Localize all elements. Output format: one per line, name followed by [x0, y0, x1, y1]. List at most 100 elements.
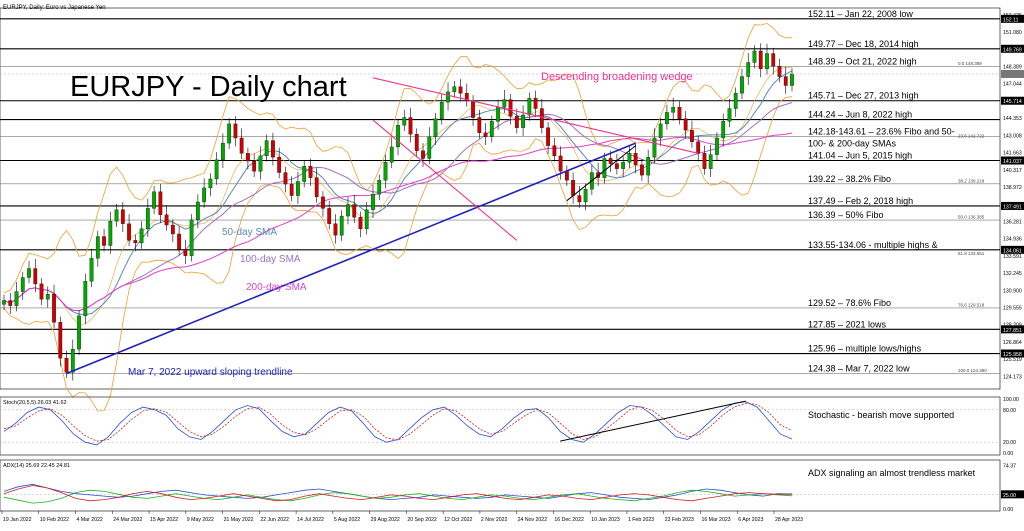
candle-body: [152, 191, 156, 209]
axis-price-box: [1001, 325, 1024, 334]
level-label: 137.49 – Feb 2, 2018 high: [808, 196, 913, 206]
candle-body: [633, 153, 638, 166]
level-label: 100- & 200-day SMAs: [808, 139, 897, 149]
candle-body: [77, 315, 81, 350]
candle-body: [752, 50, 757, 63]
candle-body: [783, 76, 788, 86]
candle-body: [221, 142, 225, 160]
candle-body: [765, 53, 769, 70]
candle-body: [608, 158, 613, 164]
stoch-title: Stoch(20,5,5) 26.03 41.62: [3, 400, 67, 406]
x-tick-label: 20 Sep 2022: [407, 517, 437, 523]
y-tick-label: 126.864: [1003, 340, 1022, 346]
stoch-y-tick: 20.00: [1003, 440, 1016, 446]
candle-body: [508, 99, 513, 117]
candle-body: [133, 240, 138, 244]
y-tick-label: 136.281: [1003, 219, 1022, 225]
candle-body: [246, 153, 250, 162]
candle-body: [371, 194, 375, 210]
x-tick-label: 19 Jan 2022: [3, 517, 32, 523]
x-tick-label: 24 Mar 2022: [113, 517, 142, 523]
x-axis: 19 Jan 2022 10 Feb 2022 4 Mar 2022 24 Mar 2…: [1, 511, 803, 523]
candle-body: [483, 132, 488, 137]
stochastic-pane: Stoch(20,5,5) 26.03 41.62 Stochastic - be…: [0, 396, 1019, 457]
candle-body: [321, 196, 325, 209]
axis-price-box-label: 141.037: [1003, 159, 1022, 165]
candle-body: [114, 209, 119, 222]
candle-body: [252, 160, 257, 172]
candle-body: [602, 158, 607, 178]
candle-body: [733, 93, 738, 109]
candle-body: [45, 293, 50, 300]
x-tick-label: 28 Apr 2023: [775, 517, 803, 523]
candle-body: [539, 108, 544, 128]
candle-body: [158, 191, 163, 215]
axis-price-box: [1001, 245, 1024, 254]
sma200-annotation: 200-day SMA: [246, 282, 307, 293]
candle-body: [571, 180, 575, 196]
axis-price-box-label: 127.851: [1003, 328, 1022, 334]
adx-title: ADX(14) 25.69 22.45 24.81: [3, 463, 70, 469]
candle-body: [89, 258, 94, 282]
candle-body: [327, 208, 332, 224]
fibo-tag: 61.8 133.551: [958, 251, 985, 256]
adx-axis-box-label: 25.00: [1003, 493, 1016, 499]
x-tick-label: 23 Feb 2023: [665, 517, 694, 523]
level-label: 142.18-143.61 – 23.6% Fibo and 50-: [808, 127, 955, 137]
candle-body: [352, 204, 357, 218]
candle-body: [640, 164, 644, 176]
candle-body: [790, 73, 794, 86]
candle-body: [183, 249, 188, 256]
candle-body: [446, 91, 450, 103]
trendline-upward: [66, 142, 636, 375]
axis-price-box-label: 149.769: [1003, 47, 1022, 53]
candle-body: [358, 217, 363, 230]
sma-100-line: [3, 102, 793, 312]
candle-body: [646, 157, 651, 176]
candle-body: [127, 223, 131, 241]
candle-body: [452, 86, 457, 93]
sma100-annotation: 100-day SMA: [240, 254, 301, 265]
x-tick-label: 9 May 2022: [187, 517, 214, 523]
candle-body: [715, 137, 719, 155]
candle-body: [289, 183, 294, 196]
x-tick-label: 14 Jul 2022: [297, 517, 324, 523]
adx-pane-border: [0, 459, 1001, 512]
axis-price-box-label: 152.11: [1003, 17, 1019, 23]
candle-body: [164, 214, 169, 226]
y-tick-label: 138.972: [1003, 185, 1022, 191]
y-tick-label: 124.173: [1003, 374, 1022, 380]
candle-body: [233, 123, 238, 139]
candle-body: [258, 155, 263, 172]
candle-body: [690, 130, 694, 142]
y-tick-label: 133.591: [1003, 254, 1022, 260]
candle-body: [546, 127, 550, 146]
y-tick-label: 129.555: [1003, 306, 1022, 312]
candle-body: [408, 117, 413, 135]
candle-body: [108, 221, 113, 246]
axis-price-box: [1001, 156, 1024, 165]
level-label: 149.77 – Dec 18, 2014 high: [808, 39, 919, 49]
x-tick-label: 1 Feb 2023: [628, 517, 654, 523]
price-pane: 152.425151.080149.735148.389147.044145.6…: [0, 7, 1024, 412]
axis-price-box: [1001, 349, 1024, 358]
axis-price-box-label: 125.958: [1003, 352, 1022, 358]
candle-body: [33, 268, 38, 285]
candle-body: [489, 121, 494, 137]
fibo-tag: 38.2 139.218: [958, 178, 985, 183]
candle-body: [471, 100, 475, 118]
x-tick-label: 2 Nov 2022: [481, 517, 508, 523]
candle-body: [8, 300, 13, 306]
x-tick-label: 10 Feb 2022: [40, 517, 69, 523]
x-tick-label: 12 Oct 2022: [444, 517, 472, 523]
x-tick-label: 10 Jan 2023: [591, 517, 620, 523]
sma50-annotation: 50-day SMA: [222, 227, 277, 238]
candle-body: [271, 140, 275, 158]
axis-price-box-label: 137.491: [1003, 204, 1022, 210]
candle-body: [177, 233, 181, 250]
candle-body: [239, 137, 244, 154]
candle-body: [227, 123, 232, 144]
fibo-tag: 100.0 124.380: [958, 368, 987, 373]
candle-body: [414, 133, 419, 151]
candle-body: [95, 236, 100, 259]
